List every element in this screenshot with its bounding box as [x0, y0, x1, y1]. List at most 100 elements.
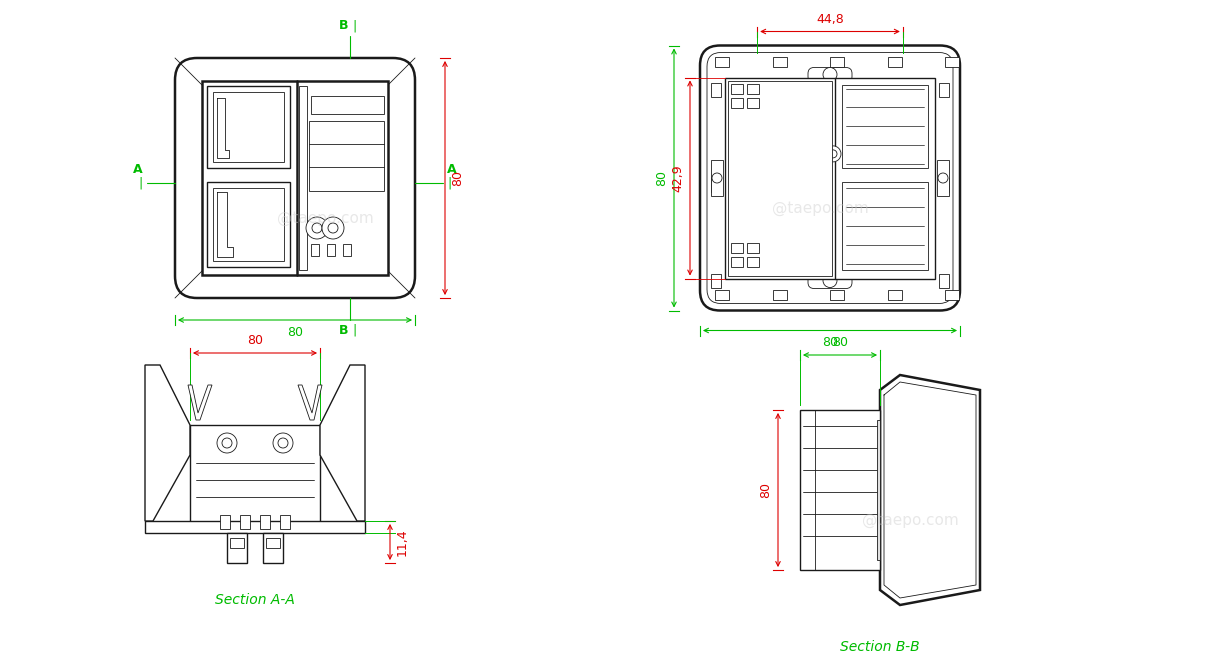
Text: 11,4: 11,4: [396, 528, 410, 556]
Circle shape: [322, 217, 344, 239]
Bar: [888, 290, 902, 300]
Bar: [230, 538, 244, 548]
Bar: [772, 290, 786, 300]
Bar: [327, 244, 335, 256]
Polygon shape: [298, 385, 322, 420]
Bar: [311, 96, 384, 114]
Circle shape: [312, 223, 322, 233]
Circle shape: [273, 433, 293, 453]
Text: 80: 80: [247, 334, 263, 347]
Bar: [731, 84, 743, 94]
Circle shape: [712, 173, 722, 183]
Polygon shape: [188, 385, 212, 420]
Text: |: |: [446, 176, 451, 189]
Bar: [240, 515, 250, 529]
Bar: [888, 57, 902, 67]
Circle shape: [829, 150, 836, 158]
Bar: [945, 57, 959, 67]
Circle shape: [938, 173, 948, 183]
Bar: [711, 273, 721, 288]
Text: 80: 80: [759, 482, 772, 498]
Bar: [343, 244, 351, 256]
Bar: [711, 178, 721, 192]
Text: A: A: [446, 163, 456, 176]
Text: Section B-B: Section B-B: [840, 640, 920, 654]
Bar: [263, 533, 283, 563]
Text: 44,8: 44,8: [817, 13, 844, 26]
Bar: [711, 160, 723, 196]
FancyBboxPatch shape: [808, 273, 852, 288]
Bar: [220, 515, 230, 529]
Circle shape: [813, 150, 820, 158]
Circle shape: [823, 67, 836, 81]
Bar: [731, 98, 743, 108]
Bar: [728, 81, 831, 275]
Circle shape: [328, 223, 338, 233]
Bar: [747, 84, 759, 94]
Polygon shape: [320, 365, 365, 521]
FancyBboxPatch shape: [175, 58, 415, 298]
Text: @taepo.com: @taepo.com: [862, 513, 958, 527]
Bar: [145, 521, 365, 533]
Text: @taepo.com: @taepo.com: [277, 211, 374, 226]
Circle shape: [825, 146, 841, 162]
Bar: [945, 290, 959, 300]
Bar: [731, 242, 743, 253]
Text: |: |: [352, 19, 357, 32]
Bar: [207, 86, 290, 168]
Bar: [830, 290, 844, 300]
FancyBboxPatch shape: [707, 53, 953, 304]
Bar: [731, 257, 743, 267]
FancyBboxPatch shape: [808, 67, 852, 82]
Text: |: |: [139, 176, 143, 189]
Text: |: |: [352, 324, 357, 337]
Bar: [213, 92, 284, 162]
Bar: [747, 242, 759, 253]
Text: B: B: [338, 324, 348, 337]
Bar: [213, 188, 284, 261]
Bar: [260, 515, 271, 529]
Text: 42,9: 42,9: [672, 164, 684, 192]
Text: Section A-A: Section A-A: [215, 593, 295, 607]
Bar: [937, 160, 950, 196]
Bar: [311, 244, 319, 256]
Bar: [189, 425, 320, 525]
Bar: [724, 77, 935, 279]
Bar: [877, 420, 879, 560]
Bar: [800, 410, 879, 570]
Bar: [747, 98, 759, 108]
Bar: [711, 82, 721, 96]
Bar: [843, 84, 927, 168]
Bar: [938, 273, 950, 288]
Circle shape: [823, 273, 836, 288]
Circle shape: [221, 438, 232, 448]
Bar: [938, 178, 950, 192]
Text: 80: 80: [822, 337, 838, 350]
Bar: [228, 533, 247, 563]
Text: B: B: [338, 19, 348, 32]
Circle shape: [216, 433, 237, 453]
Bar: [715, 57, 729, 67]
Bar: [747, 257, 759, 267]
Bar: [938, 82, 950, 96]
Text: 80: 80: [656, 170, 668, 186]
Text: 80: 80: [831, 336, 847, 349]
Bar: [299, 86, 308, 270]
Text: 80: 80: [287, 326, 303, 339]
Polygon shape: [145, 365, 189, 521]
Bar: [280, 515, 290, 529]
Circle shape: [306, 217, 328, 239]
Circle shape: [809, 146, 825, 162]
Polygon shape: [879, 375, 980, 605]
Bar: [309, 121, 384, 191]
Text: A: A: [133, 163, 143, 176]
Text: 80: 80: [451, 170, 464, 186]
Circle shape: [278, 438, 288, 448]
Text: @taepo.com: @taepo.com: [771, 201, 868, 216]
Bar: [202, 81, 387, 275]
FancyBboxPatch shape: [700, 46, 959, 310]
Bar: [772, 57, 786, 67]
Bar: [830, 57, 844, 67]
Bar: [843, 182, 927, 270]
Bar: [266, 538, 280, 548]
